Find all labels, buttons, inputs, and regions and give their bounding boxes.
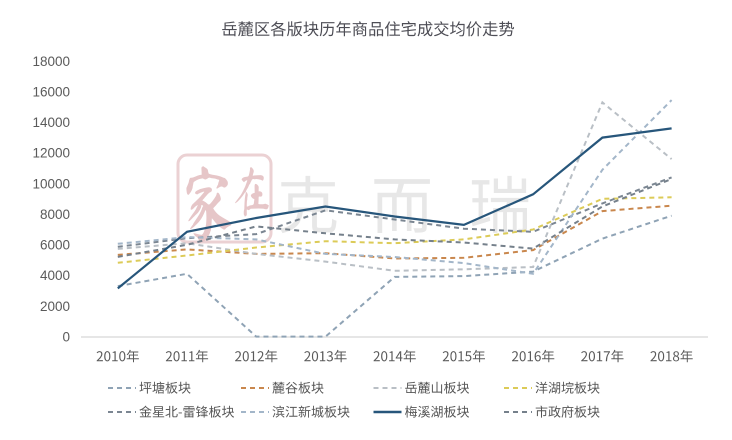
svg-text:8000: 8000 <box>40 207 70 222</box>
svg-text:10000: 10000 <box>32 176 70 191</box>
svg-text:4000: 4000 <box>40 268 70 283</box>
svg-text:0: 0 <box>62 329 70 344</box>
svg-text:12000: 12000 <box>32 146 70 161</box>
svg-text:14000: 14000 <box>32 115 70 130</box>
svg-text:16000: 16000 <box>32 85 70 100</box>
svg-text:18000: 18000 <box>32 54 70 69</box>
svg-text:6000: 6000 <box>40 238 70 253</box>
svg-text:2000: 2000 <box>40 299 70 314</box>
